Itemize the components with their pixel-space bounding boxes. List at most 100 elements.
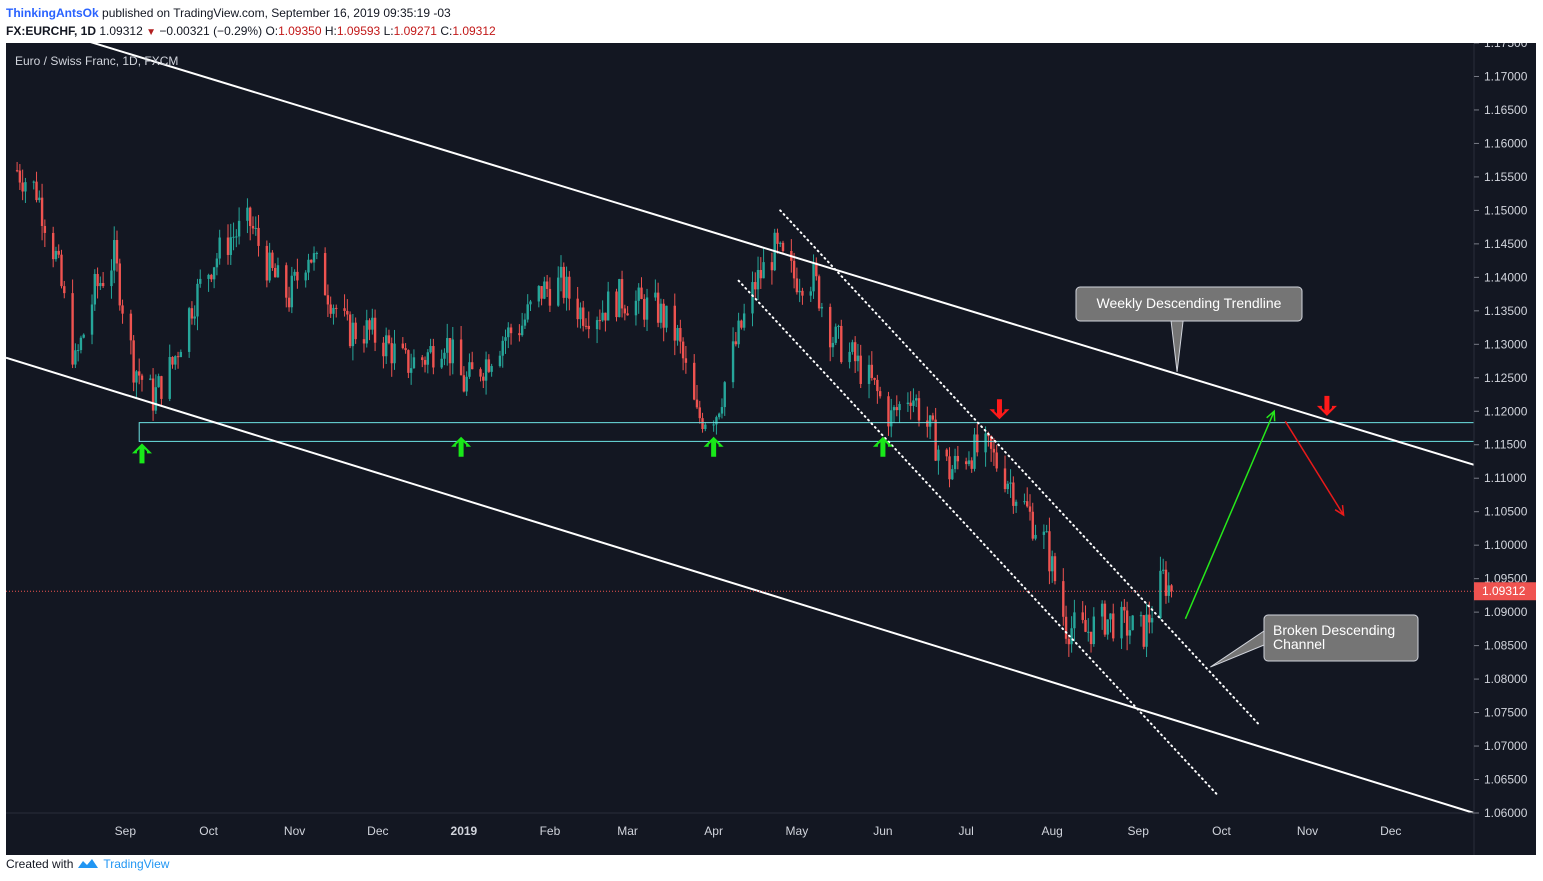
candle-body: [432, 346, 435, 368]
arrow-down-shape: [989, 399, 1010, 420]
candle-body: [426, 352, 430, 365]
price-chart[interactable]: Weekly Descending Trendline Broken Descen…: [6, 43, 1536, 855]
candle-body: [462, 375, 466, 392]
candle-body: [268, 252, 271, 281]
candle-body: [762, 262, 765, 279]
candle-body: [351, 322, 355, 347]
candle-body: [154, 387, 158, 411]
candle-body: [90, 304, 94, 335]
candle-body: [545, 281, 549, 289]
time-tick-label: Apr: [704, 824, 723, 838]
candle-body: [1034, 534, 1037, 539]
candle-body: [482, 376, 485, 381]
candle-body: [956, 455, 960, 462]
candle-body: [809, 291, 812, 296]
candle-body: [1087, 631, 1090, 633]
candle-body: [487, 359, 491, 372]
candle-body: [584, 325, 588, 327]
candle-body: [1164, 569, 1168, 596]
candle-body: [390, 343, 393, 364]
candle-body: [643, 298, 646, 320]
candle-body: [679, 328, 682, 342]
candle-body: [1084, 619, 1087, 632]
candle-body: [382, 342, 385, 357]
candle-body: [873, 377, 876, 380]
candle-body: [1128, 630, 1132, 636]
candle-body: [931, 415, 935, 420]
candle-body: [976, 434, 979, 453]
candle-body: [945, 449, 948, 457]
candle-body: [801, 290, 804, 296]
arrow-up-shape: [451, 436, 472, 457]
candle-body: [1042, 531, 1046, 535]
candle-body: [215, 258, 219, 268]
candle-body: [199, 278, 202, 284]
time-tick-label: Nov: [1297, 824, 1318, 838]
candle-body: [876, 379, 879, 392]
candle-body: [296, 271, 299, 281]
candle-body: [448, 338, 452, 364]
time-tick-label: 2019: [451, 824, 478, 838]
candle-body: [310, 259, 313, 263]
candle-body: [409, 368, 413, 373]
candle-body: [346, 310, 349, 315]
candle-body: [859, 355, 862, 384]
lower-channel-line: [6, 356, 1475, 814]
candle-body: [840, 325, 843, 363]
time-tick-label: Sep: [1128, 824, 1150, 838]
candle-body: [479, 369, 482, 377]
candle-body: [754, 282, 757, 290]
candle-body: [693, 362, 696, 400]
last-price-tag: [1474, 582, 1536, 601]
time-tick-label: Nov: [284, 824, 305, 838]
candle-body: [618, 279, 621, 318]
publish-info: published on TradingView.com, September …: [102, 6, 451, 20]
candle-body: [623, 308, 627, 314]
candle-body: [529, 301, 532, 305]
candle-body: [15, 170, 19, 172]
author-link[interactable]: ThinkingAntsOk: [6, 6, 99, 20]
candle-body: [459, 339, 463, 376]
time-tick-label: Oct: [199, 824, 218, 838]
candle-body: [831, 342, 835, 348]
candle-body: [1142, 615, 1145, 647]
candle-body: [951, 469, 954, 480]
price-tick-label: 1.09500: [1484, 572, 1528, 586]
price-tick-label: 1.06000: [1484, 806, 1528, 820]
candle-body: [970, 460, 973, 469]
resistance-arrow-icon: [1316, 395, 1337, 416]
candle-body: [1092, 616, 1096, 645]
candle-body: [1014, 501, 1018, 506]
candle-body: [287, 297, 291, 308]
candle-body: [176, 356, 180, 358]
candle-body: [1026, 501, 1029, 507]
close-label: C:: [440, 24, 453, 38]
candle-body: [71, 293, 74, 365]
tradingview-brand[interactable]: TradingView: [103, 857, 170, 871]
time-tick-label: Jun: [873, 824, 892, 838]
arrow-up-shape: [872, 436, 893, 457]
candle-body: [701, 418, 704, 429]
candle-body: [407, 350, 410, 373]
candle-body: [135, 371, 138, 383]
candle-body: [237, 220, 241, 237]
candle-body: [1159, 570, 1162, 619]
candle-body: [995, 452, 998, 469]
candle-body: [520, 325, 524, 336]
candle-body: [362, 339, 366, 344]
candle-body: [271, 252, 274, 268]
candle-body: [837, 325, 840, 327]
candle-body: [640, 287, 643, 299]
arrow-down-shape: [1316, 395, 1337, 416]
candle-body: [210, 274, 213, 280]
candle-body: [265, 245, 269, 281]
candle-body: [662, 303, 665, 328]
candle-body: [890, 410, 893, 427]
candle-body: [118, 263, 121, 306]
bearish-projection: [1284, 420, 1345, 516]
candle-body: [24, 182, 27, 192]
candle-body: [99, 282, 102, 287]
candle-body: [465, 376, 468, 392]
candle-body: [1045, 531, 1048, 533]
candle-body: [812, 262, 815, 292]
